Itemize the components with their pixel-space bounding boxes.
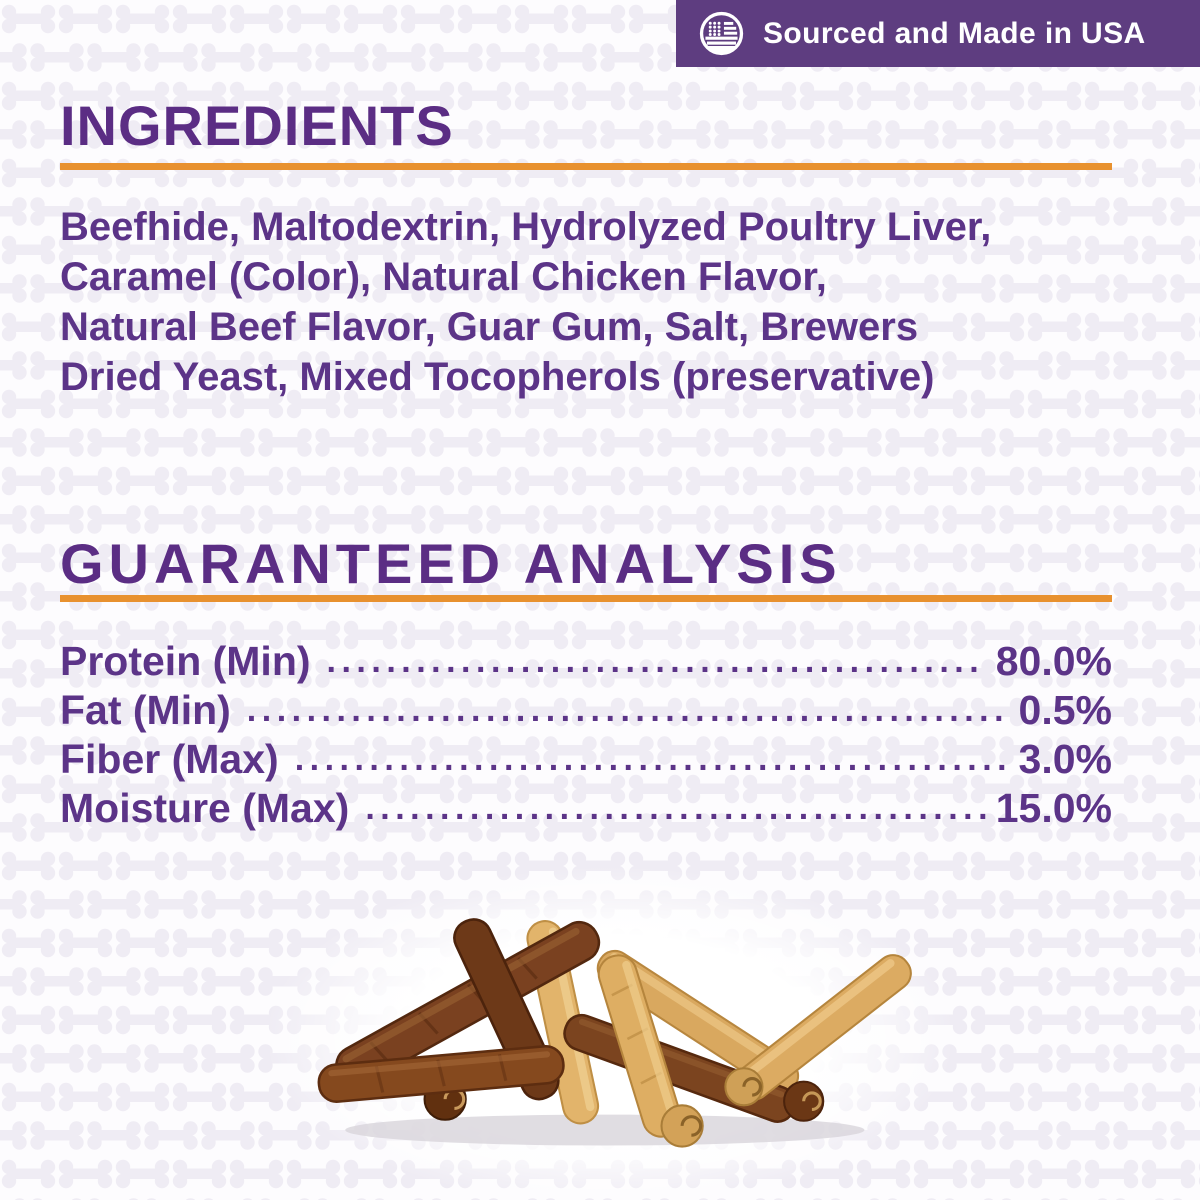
analysis-value: 0.5% <box>1018 686 1112 733</box>
analysis-label: Fat (Min) <box>60 686 231 733</box>
analysis-row: Protein (Min) ..........................… <box>60 634 1112 683</box>
guaranteed-analysis-section: GUARANTEED ANALYSIS Protein (Min) ......… <box>60 536 1112 830</box>
analysis-row: Fiber (Max) ............................… <box>60 732 1112 781</box>
dotted-leader: ........................................… <box>246 693 1009 727</box>
analysis-table: Protein (Min) ..........................… <box>60 634 1112 830</box>
analysis-row: Fat (Min) ..............................… <box>60 683 1112 732</box>
analysis-label: Protein (Min) <box>60 637 311 684</box>
analysis-value: 3.0% <box>1018 735 1112 782</box>
dotted-leader: ........................................… <box>326 644 986 678</box>
product-photo <box>270 856 950 1190</box>
guaranteed-analysis-underline <box>60 595 1112 602</box>
dotted-leader: ........................................… <box>365 791 985 825</box>
ingredients-text: Beefhide, Maltodextrin, Hydrolyzed Poult… <box>60 202 1112 402</box>
ingredient-line: Natural Beef Flavor, Guar Gum, Salt, Bre… <box>60 305 919 349</box>
analysis-row: Moisture (Max) .........................… <box>60 781 1112 830</box>
ingredient-line: Dried Yeast, Mixed Tocopherols (preserva… <box>60 355 935 399</box>
analysis-label: Moisture (Max) <box>60 784 350 831</box>
ingredient-line: Beefhide, Maltodextrin, Hydrolyzed Poult… <box>60 205 992 249</box>
usa-flag-icon <box>699 11 744 56</box>
ingredients-title: INGREDIENTS <box>60 94 454 157</box>
rawhide-treats-illustration <box>317 918 912 1148</box>
analysis-value: 80.0% <box>995 637 1112 684</box>
dotted-leader: ........................................… <box>294 742 1009 776</box>
ingredients-section: INGREDIENTS Beefhide, Maltodextrin, Hydr… <box>60 98 1112 402</box>
banner-label: Sourced and Made in USA <box>763 16 1146 50</box>
ingredient-line: Caramel (Color), Natural Chicken Flavor, <box>60 255 827 299</box>
made-in-usa-banner: Sourced and Made in USA <box>676 0 1200 67</box>
analysis-label: Fiber (Max) <box>60 735 279 782</box>
ingredients-underline <box>60 163 1112 170</box>
guaranteed-analysis-title: GUARANTEED ANALYSIS <box>60 532 842 595</box>
analysis-value: 15.0% <box>995 784 1112 831</box>
